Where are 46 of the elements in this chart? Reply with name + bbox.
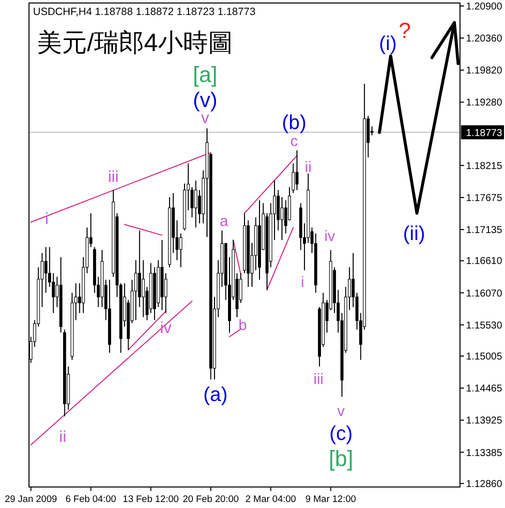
annotation: [b]: [328, 446, 354, 471]
x-tick-label: 29 Jan 2009: [4, 494, 58, 505]
annotation: i: [45, 211, 49, 228]
y-tick-label: 1.20900: [466, 1, 503, 12]
y-tick-label: 1.16610: [466, 256, 503, 268]
annotation: c: [290, 133, 298, 150]
y-tick-label: 1.13385: [466, 448, 503, 459]
y-tick-label: 1.18215: [466, 160, 503, 172]
annotation: (a): [203, 384, 228, 406]
annotation: i: [300, 274, 304, 291]
x-tick-label: 13 Feb 12:00: [122, 494, 179, 505]
annotation: v: [337, 403, 346, 420]
annotation: (b): [282, 112, 306, 134]
annotation: b: [238, 317, 247, 334]
y-tick-label: 1.13925: [466, 416, 503, 427]
annotation: (v): [192, 89, 218, 112]
y-tick-label: 1.17675: [466, 192, 503, 204]
annotation: a: [220, 213, 229, 230]
annotation: [a]: [192, 62, 218, 87]
annotation: (c): [329, 423, 353, 445]
y-tick-label: 1.20360: [466, 34, 503, 45]
annotation: ii: [304, 159, 312, 176]
y-tick-label: 1.15005: [466, 352, 503, 363]
annotation: ?: [398, 18, 411, 43]
y-tick-label: 1.14465: [466, 384, 503, 395]
x-tick-label: 6 Feb 04:00: [65, 494, 116, 505]
annotation: (ii): [402, 223, 426, 245]
y-tick-label: 1.17135: [466, 225, 503, 236]
x-tick-label: 20 Feb 20:00: [182, 494, 239, 505]
annotation: ii: [59, 429, 66, 446]
annotation: (i): [378, 33, 397, 55]
annotation: iii: [314, 371, 324, 388]
y-tick-label: 1.19820: [466, 66, 503, 77]
annotation: iii: [108, 169, 119, 186]
ref-line-label: 1.18773: [466, 128, 503, 139]
annotation: v: [201, 110, 210, 127]
annotation: iv: [160, 320, 172, 337]
y-tick-label: 1.12860: [466, 478, 503, 490]
y-tick-label: 1.15530: [466, 320, 503, 332]
chart-subtitle: USDCHF,H4 1.18788 1.18872 1.18723 1.18773: [33, 6, 256, 18]
y-tick-label: 1.16070: [466, 288, 503, 300]
x-tick-label: 2 Mar 04:00: [245, 494, 296, 505]
x-tick-label: 9 Mar 12:00: [305, 494, 356, 505]
y-tick-label: 1.19280: [466, 98, 503, 109]
text: 美元/瑞郎4小時圖: [37, 29, 233, 57]
annotation: iv: [324, 228, 336, 245]
